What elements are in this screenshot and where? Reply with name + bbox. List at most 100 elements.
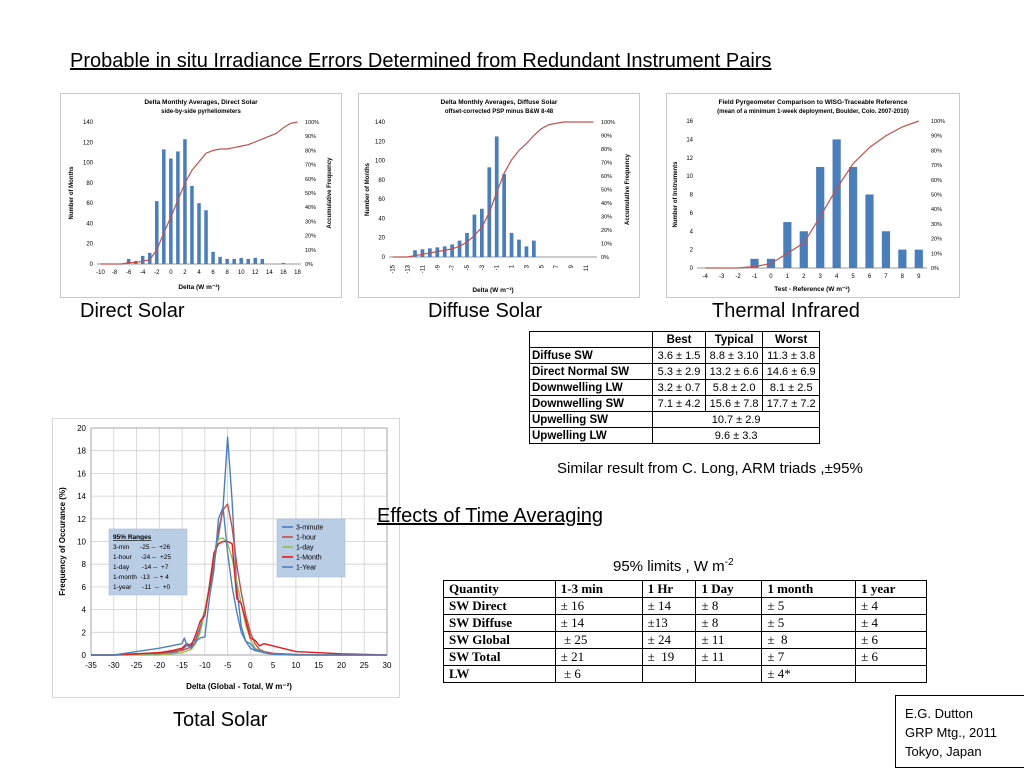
y2-tick-label: 60% <box>931 178 942 184</box>
x-tick-label: -15 <box>391 264 397 273</box>
x-tick-label: -35 <box>85 661 97 670</box>
y2-tick-label: 50% <box>601 188 612 194</box>
cell-merged: 10.7 ± 2.9 <box>652 411 820 428</box>
diffuse-solar-caption: Diffuse Solar <box>428 300 543 322</box>
x-tick-label: 3 <box>524 264 530 268</box>
histogram-bar <box>211 251 215 264</box>
table-row: SW Diffuse ± 14 ±13 ± 8 ± 5 ± 4 <box>443 614 927 632</box>
cell-value: ± 5 <box>761 597 857 615</box>
histogram-bar <box>783 222 792 268</box>
y-tick-label: 20 <box>86 242 93 248</box>
x-tick-label: -1 <box>752 274 758 280</box>
y-tick-label: 4 <box>82 606 87 615</box>
histogram-bar <box>442 246 447 257</box>
histogram-bar <box>140 255 145 264</box>
histogram-bar <box>162 149 166 264</box>
y2-tick-label: 20% <box>305 234 316 240</box>
y-tick-label: 60 <box>86 201 93 207</box>
y-tick-label: 0 <box>82 651 87 660</box>
histogram-bar <box>750 258 759 268</box>
cell-value: ± 8 <box>695 614 763 632</box>
y2-tick-label: 0% <box>305 262 313 268</box>
ranges-box-title: 95% Ranges <box>113 534 152 541</box>
y-tick-label: 80 <box>378 178 385 184</box>
y-tick-label: 60 <box>378 197 385 203</box>
x-tick-label: 7 <box>554 264 560 268</box>
cell-value: ± 11 <box>695 631 763 649</box>
diffuse-solar-chart-svg: Delta Monthly Averages, Diffuse Solar off… <box>365 99 631 294</box>
y-tick-label: 8 <box>690 193 694 199</box>
x-tick-label: -10 <box>96 270 105 276</box>
x-tick-label: 0 <box>248 661 253 670</box>
x-tick-label: 5 <box>271 661 276 670</box>
table-row: SW Global ± 25 ± 24 ± 11 ± 8 ± 6 <box>443 631 927 649</box>
histogram-bar <box>197 203 201 264</box>
cell-value <box>641 665 697 683</box>
y2-tick-label: 50% <box>931 193 942 199</box>
y2-tick-label: 100% <box>601 120 615 126</box>
x-tick-label: -9 <box>435 264 441 270</box>
cell-typical: 15.6 ± 7.8 <box>704 395 764 412</box>
histogram-bar <box>169 158 173 264</box>
cell-best: 3.6 ± 1.5 <box>652 347 706 364</box>
cell-value: ±13 <box>641 614 697 632</box>
x-axis-label: Delta (Global - Total, W m⁻²) <box>186 682 292 691</box>
cumulative-frequency-line <box>705 120 919 269</box>
row-label: Diffuse SW <box>528 347 654 364</box>
credit-meeting: GRP Mtg., 2011 <box>905 725 998 740</box>
cell-typical: 8.8 ± 3.10 <box>704 347 764 364</box>
x-tick-label: -30 <box>108 661 120 670</box>
cell-value: ± 24 <box>641 631 697 649</box>
x-tick-label: 6 <box>868 274 872 280</box>
histogram-bar <box>457 240 462 257</box>
x-tick-label: 5 <box>851 274 855 280</box>
histogram-bar <box>532 240 536 257</box>
cumulative-frequency-line <box>392 121 594 258</box>
cell-quantity: SW Direct <box>443 597 556 615</box>
y2-axis-label: Accumulative Frequency <box>327 157 333 229</box>
cell-best: 5.3 ± 2.9 <box>652 363 706 380</box>
cell-value: ± 5 <box>761 614 857 632</box>
cell-worst: 8.1 ± 2.5 <box>762 379 820 396</box>
y2-tick-label: 10% <box>305 248 316 254</box>
y-tick-label: 10 <box>686 174 693 180</box>
cell-value: ± 11 <box>695 648 763 666</box>
thermal-infrared-chart-svg: Field Pyrgeometer Comparison to WISG-Tra… <box>673 99 945 293</box>
y-axis-label: Number of Months <box>69 166 75 220</box>
cell-value: ± 25 <box>554 631 643 649</box>
y-tick-label: 6 <box>82 583 87 592</box>
cell-worst: 11.3 ± 3.8 <box>762 347 820 364</box>
x-tick-label: 8 <box>901 274 905 280</box>
y-axis-label: Number of Months <box>365 162 371 216</box>
histogram-bar <box>204 210 208 264</box>
x-tick-label: -1 <box>495 264 501 270</box>
cell-value: ± 4 <box>855 614 927 632</box>
y2-tick-label: 80% <box>931 148 942 154</box>
y-tick-label: 40 <box>86 221 93 227</box>
avg-table-header: Quantity 1-3 min 1 Hr 1 Day 1 month 1 ye… <box>443 580 927 598</box>
x-tick-label: -3 <box>480 264 486 270</box>
legend-label: 1-day <box>296 545 314 552</box>
cell-value: ± 6 <box>855 648 927 666</box>
y2-tick-label: 40% <box>601 201 612 207</box>
x-tick-label: -2 <box>735 274 741 280</box>
author-credit-box: E.G. Dutton GRP Mtg., 2011 Tokyo, Japan <box>895 695 1024 768</box>
cell-worst: 14.6 ± 6.9 <box>762 363 820 380</box>
y2-tick-label: 20% <box>601 228 612 234</box>
cell-typical: 5.8 ± 2.0 <box>704 379 764 396</box>
histogram-bar <box>183 139 187 264</box>
thermal-infrared-caption: Thermal Infrared <box>712 300 860 322</box>
y2-tick-label: 30% <box>305 219 316 225</box>
histogram-bar <box>848 166 858 268</box>
cell-quantity: SW Diffuse <box>443 614 556 632</box>
cell-best: 3.2 ± 0.7 <box>652 379 706 396</box>
legend-label: 1-Year <box>296 565 317 572</box>
legend-label: 1-hour <box>296 535 317 542</box>
y2-axis-label: Accumulative Frequency <box>625 153 631 225</box>
x-tick-label: 10 <box>238 270 245 276</box>
x-tick-label: -4 <box>140 270 146 276</box>
y-tick-label: 40 <box>378 216 385 222</box>
table-row: LW ± 6 ± 4* <box>443 665 927 683</box>
legend-label: 3-minute <box>296 525 323 532</box>
y-tick-label: 14 <box>686 137 693 143</box>
